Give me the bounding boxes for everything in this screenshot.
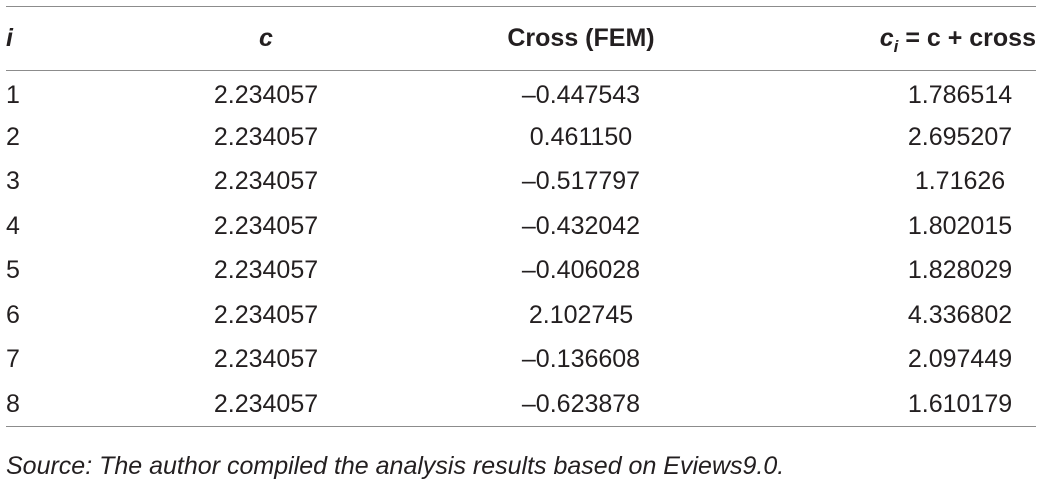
cell-c: 2.234057 xyxy=(213,80,319,109)
table-row: 8 2.234057 –0.623878 1.610179 xyxy=(6,382,1036,427)
cell-ci: 1.828029 xyxy=(907,256,1013,285)
table-row: 4 2.234057 –0.432042 1.802015 xyxy=(6,204,1036,249)
header-row: i c Cross (FEM) ci = c + cross xyxy=(6,6,1036,71)
cell-ci: 1.802015 xyxy=(907,211,1013,240)
cell-ci: 4.336802 xyxy=(907,300,1013,329)
header-ci: ci = c + cross xyxy=(766,7,1036,71)
cell-ci: 1.786514 xyxy=(907,80,1013,109)
cell-c: 2.234057 xyxy=(213,122,319,151)
cell-c: 2.234057 xyxy=(213,389,319,418)
results-table: i c Cross (FEM) ci = c + cross 1 2.23405… xyxy=(6,6,1036,427)
table-row: 5 2.234057 –0.406028 1.828029 xyxy=(6,249,1036,294)
cell-c: 2.234057 xyxy=(213,211,319,240)
cell-c: 2.234057 xyxy=(213,256,319,285)
table-footnote: Source: The author compiled the analysis… xyxy=(6,452,785,480)
cell-ci: 1.610179 xyxy=(907,389,1013,418)
cell-i: 4 xyxy=(6,211,20,240)
cell-cross: –0.406028 xyxy=(521,256,641,285)
cell-cross: –0.447543 xyxy=(521,80,641,109)
cell-cross: 0.461150 xyxy=(529,122,633,151)
cell-i: 8 xyxy=(6,389,20,418)
header-ci-formula: = c + cross xyxy=(898,24,1036,52)
table-row: 7 2.234057 –0.136608 2.097449 xyxy=(6,338,1036,383)
cell-cross: –0.136608 xyxy=(521,345,641,374)
cell-i: 3 xyxy=(6,167,20,196)
cell-ci: 2.097449 xyxy=(907,345,1013,374)
cell-i: 5 xyxy=(6,256,20,285)
table-row: 2 2.234057 0.461150 2.695207 xyxy=(6,115,1036,160)
cell-cross: 2.102745 xyxy=(528,300,634,329)
cell-ci: 2.695207 xyxy=(907,122,1013,151)
cell-i: 7 xyxy=(6,345,20,374)
cell-c: 2.234057 xyxy=(213,167,319,196)
table-body: 1 2.234057 –0.447543 1.786514 2 2.234057… xyxy=(6,71,1036,427)
header-i: i xyxy=(6,24,13,52)
cell-cross: –0.623878 xyxy=(521,389,641,418)
cell-i: 6 xyxy=(6,300,20,329)
table-row: 3 2.234057 –0.517797 1.71626 xyxy=(6,160,1036,205)
results-table-container: i c Cross (FEM) ci = c + cross 1 2.23405… xyxy=(6,6,1036,427)
cell-c: 2.234057 xyxy=(213,300,319,329)
table-row: 1 2.234057 –0.447543 1.786514 xyxy=(6,71,1036,116)
cell-i: 2 xyxy=(6,122,20,151)
cell-ci: 1.71626 xyxy=(914,167,1006,196)
cell-cross: –0.517797 xyxy=(521,167,641,196)
cell-i: 1 xyxy=(6,80,20,109)
table-header: i c Cross (FEM) ci = c + cross xyxy=(6,6,1036,71)
cell-c: 2.234057 xyxy=(213,345,319,374)
cell-cross: –0.432042 xyxy=(521,211,641,240)
header-c: c xyxy=(259,24,273,52)
header-ci-subscript: i xyxy=(893,37,899,56)
header-cross-fem: Cross (FEM) xyxy=(507,24,655,52)
table-row: 6 2.234057 2.102745 4.336802 xyxy=(6,293,1036,338)
header-ci-symbol: c xyxy=(879,24,894,52)
